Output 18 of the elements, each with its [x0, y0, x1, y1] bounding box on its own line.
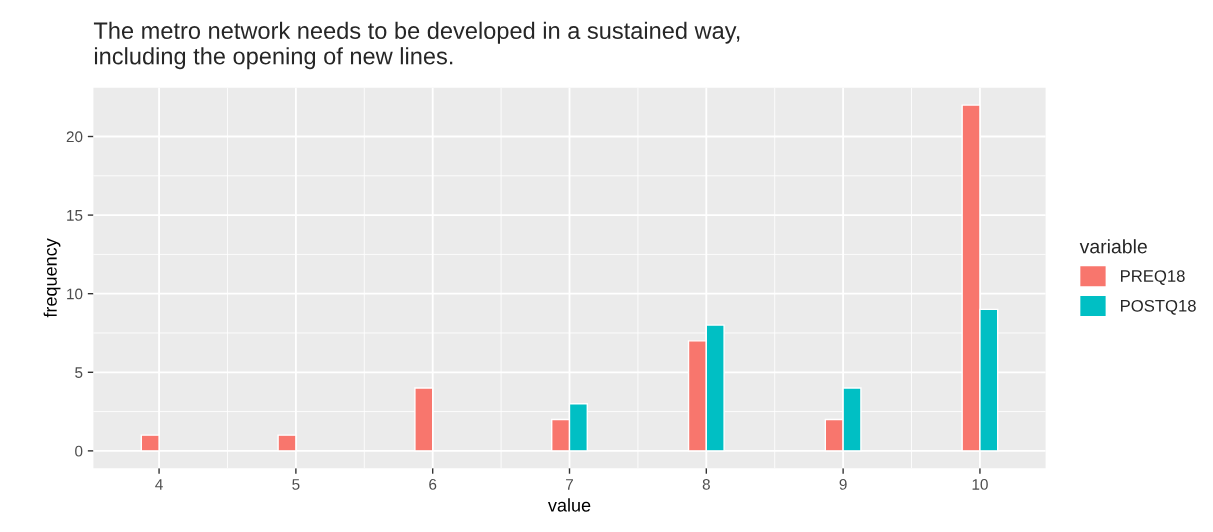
y-tick-label: 5: [75, 367, 83, 378]
y-tick-label: 10: [67, 288, 83, 300]
y-tick-label: 0: [75, 445, 83, 457]
chart-title: The metro network needs to be developed in a sustained way, including the opening of new lines.: [93, 21, 740, 70]
legend-label: POSTQ18: [1121, 299, 1196, 315]
x-tick-label: 10: [972, 478, 988, 490]
x-tick-label: 4: [155, 479, 163, 490]
x-axis-title: value: [547, 498, 591, 512]
legend-title: variable: [1079, 239, 1147, 254]
y-axis-title: frequency: [43, 238, 61, 318]
x-tick-label: 5: [292, 479, 300, 490]
x-tick-label: 9: [839, 478, 847, 490]
y-tick-label: 15: [67, 210, 83, 221]
y-tick-label: 20: [66, 131, 83, 143]
x-tick-label: 8: [702, 478, 710, 490]
legend-label: PREQ18: [1121, 270, 1185, 285]
x-tick-label: 7: [566, 479, 573, 490]
x-tick-label: 6: [429, 478, 437, 490]
